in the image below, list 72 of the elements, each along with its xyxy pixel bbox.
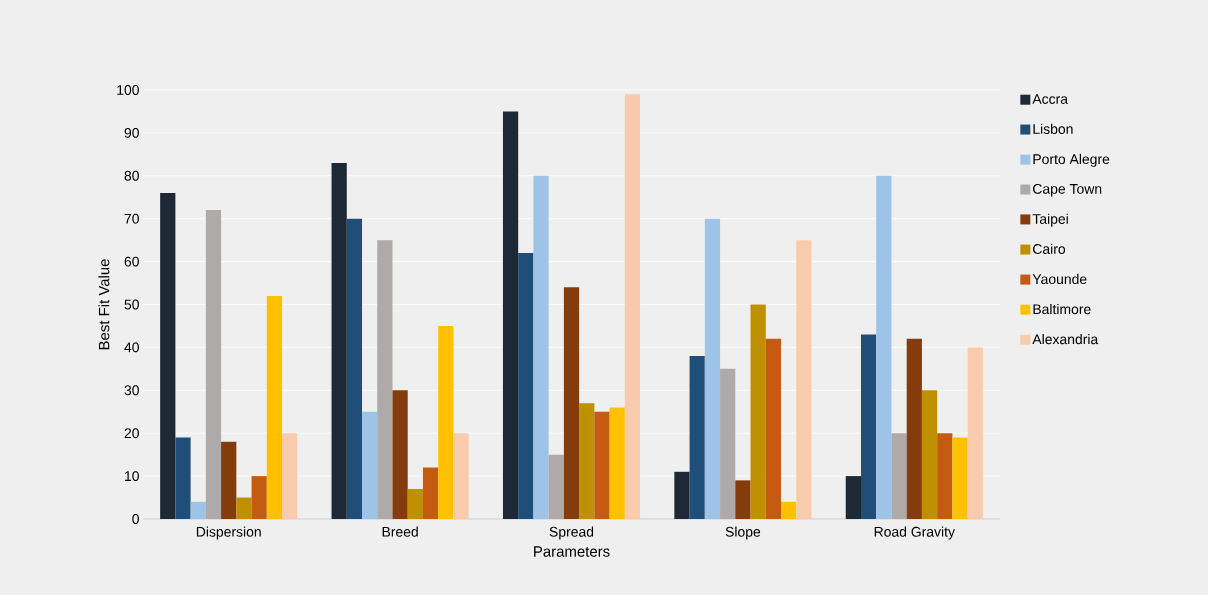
bar — [735, 480, 751, 519]
bar — [860, 334, 877, 519]
legend-label: Cape Town — [1033, 183, 1102, 197]
y-tick-label: 0 — [132, 514, 139, 524]
bar — [346, 218, 363, 519]
y-tick-label: 60 — [124, 256, 139, 267]
bar — [160, 192, 176, 519]
bar — [796, 240, 812, 519]
bar — [704, 218, 721, 519]
bar — [952, 437, 968, 519]
bar — [876, 175, 892, 519]
x-tick-label: Breed — [382, 526, 418, 537]
legend-label: Lisbon — [1033, 123, 1073, 134]
y-tick-label: 40 — [124, 342, 139, 353]
y-tick-label: 100 — [117, 85, 139, 95]
bar — [251, 476, 267, 519]
bar — [891, 433, 907, 519]
bar — [438, 325, 454, 519]
bar — [392, 390, 408, 519]
legend-label: Yaounde — [1032, 273, 1087, 285]
y-tick-label: 80 — [124, 170, 139, 181]
bar — [236, 497, 252, 519]
bar — [624, 94, 641, 519]
bar — [362, 411, 378, 519]
bar — [422, 467, 439, 519]
bar — [548, 454, 564, 519]
bar — [518, 253, 534, 519]
bar — [609, 407, 625, 519]
bar — [190, 501, 206, 519]
legend-label: Taipei — [1032, 213, 1068, 227]
bar — [781, 501, 797, 519]
bar — [765, 338, 781, 519]
bar — [502, 111, 519, 519]
y-tick-label: 50 — [124, 299, 139, 310]
bar — [689, 355, 705, 519]
bar — [533, 175, 549, 519]
bar — [331, 162, 347, 519]
x-tick-label: Slope — [725, 526, 761, 540]
bar — [845, 476, 861, 519]
y-tick-label: 10 — [125, 471, 139, 482]
y-tick-label: 70 — [124, 213, 139, 224]
bar — [921, 390, 938, 519]
legend-label: Alexandria — [1032, 333, 1099, 345]
bar — [750, 304, 766, 519]
bar — [579, 403, 595, 519]
bar — [407, 488, 423, 519]
legend-label: Baltimore — [1033, 303, 1091, 315]
bar — [937, 433, 953, 519]
legend-label: Porto Alegre — [1033, 153, 1110, 167]
bar — [453, 433, 469, 519]
legend-label: Accra — [1032, 94, 1068, 104]
legend-label: Cairo — [1033, 243, 1066, 254]
y-tick-label: 20 — [124, 428, 139, 439]
bar — [563, 287, 580, 519]
bar — [282, 433, 298, 519]
bar — [205, 210, 222, 519]
x-tick-label: Spread — [549, 526, 594, 540]
bar — [906, 338, 922, 519]
bar — [720, 368, 736, 519]
y-axis-title: Best Fit Value — [98, 259, 110, 350]
bar — [175, 437, 191, 519]
x-tick-label: Road Gravity — [874, 526, 955, 540]
x-axis-title: Parameters — [534, 546, 610, 557]
bar — [594, 411, 610, 519]
y-tick-label: 90 — [124, 127, 139, 138]
bar — [221, 441, 237, 519]
bar — [967, 347, 983, 519]
bar — [377, 240, 393, 519]
bar — [266, 295, 283, 519]
bar — [674, 471, 690, 519]
x-tick-label: Dispersion — [196, 526, 261, 540]
y-tick-label: 30 — [124, 385, 139, 396]
